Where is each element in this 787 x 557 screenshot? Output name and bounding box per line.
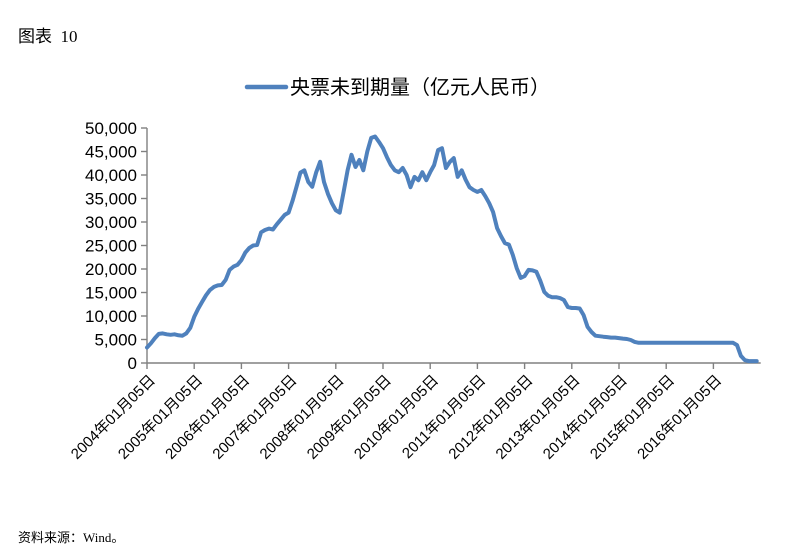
x-tick-label: 2007年01月05日 [209,372,300,463]
y-tick-label: 20,000 [85,260,137,279]
y-tick-label: 40,000 [85,166,137,185]
y-tick-label: 5,000 [94,331,137,350]
x-tick-label: 2005年01月05日 [115,372,206,463]
series-line [145,134,759,364]
x-tick-label: 2011年01月05日 [399,372,489,462]
y-tick-label: 45,000 [85,143,137,162]
source-note: 资料来源：Wind。 [18,530,125,545]
x-tick-label: 2016年01月05日 [634,372,725,463]
x-tick-label: 2010年01月05日 [351,372,442,463]
x-tick-label: 2004年01月05日 [68,372,159,463]
y-tick-label: 30,000 [85,213,137,232]
x-tick-label: 2012年01月05日 [445,372,536,463]
x-axis-ticks: 2004年01月05日2005年01月05日2006年01月05日2007年01… [68,363,725,463]
y-tick-label: 25,000 [85,237,137,256]
legend-label: 央票未到期量（亿元人民币） [290,76,550,99]
x-tick-label: 2006年01月05日 [162,372,253,463]
y-tick-label: 50,000 [85,119,137,138]
x-tick-label: 2008年01月05日 [257,372,348,463]
x-tick-label: 2009年01月05日 [304,372,395,463]
y-tick-label: 35,000 [85,190,137,209]
y-tick-label: 10,000 [85,307,137,326]
figure-label: 图表 10 [18,27,78,46]
y-tick-label: 15,000 [85,284,137,303]
x-tick-label: 2015年01月05日 [587,372,678,463]
y-axis-ticks: 0 5,000 10,000 15,000 20,000 25,000 30,000 35,0… [85,119,147,373]
x-tick-label: 2014年01月05日 [540,372,631,463]
chart-canvas: 央票未到期量（亿元人民币） 0 5,000 10,000 15,000 20,000 25… [68,76,761,463]
x-tick-label: 2013年01月05日 [493,372,584,463]
y-tick-label: 0 [128,354,137,373]
